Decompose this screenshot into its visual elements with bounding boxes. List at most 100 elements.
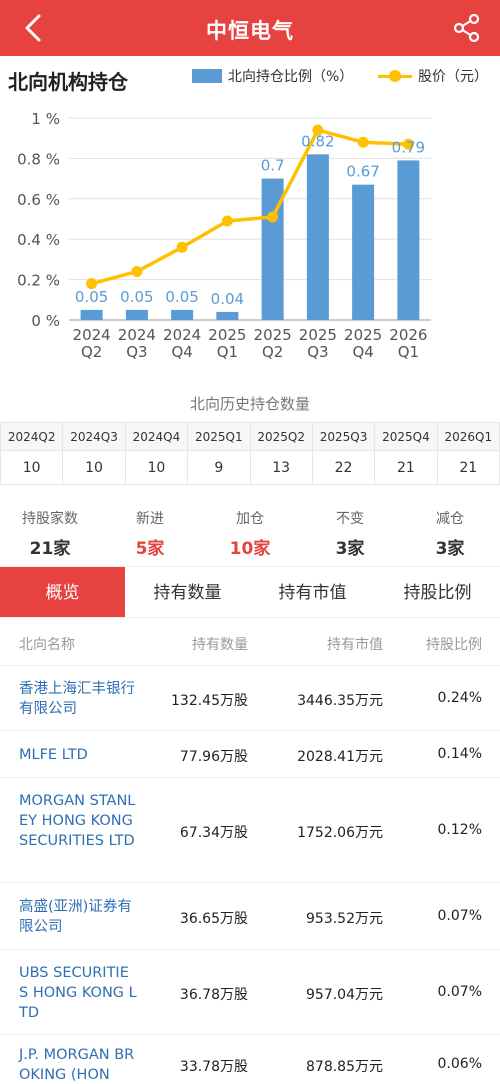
holding-ratio: 0.14% <box>437 745 482 762</box>
x-tick-label: 2024 <box>118 326 156 344</box>
holding-ratio: 0.06% <box>437 1056 482 1072</box>
table-row[interactable]: UBS SECURITIES HONG KONG LTD 36.78万股 957.0… <box>0 950 500 1035</box>
history-count: 21 <box>374 450 438 485</box>
bar <box>216 311 239 320</box>
y-tick-label: 1 % <box>31 110 60 128</box>
history-count: 10 <box>62 450 126 485</box>
stat-value: 21家 <box>29 539 71 559</box>
institution-name-link[interactable]: UBS SECURITIES HONG KONG LTD <box>19 964 137 1021</box>
x-tick-label: 2024 <box>163 326 201 344</box>
bar-data-label: 0.7 <box>261 157 285 175</box>
bar-data-label: 0.05 <box>165 288 198 306</box>
tab-overview[interactable]: 概览 <box>0 567 125 617</box>
bar-data-label: 0.82 <box>301 132 334 150</box>
chevron-left-icon[interactable] <box>18 12 50 44</box>
history-quarter: 2024Q3 <box>62 422 126 451</box>
holding-qty: 77.96万股 <box>179 748 248 765</box>
holding-chart: 0 % 0.2 % 0.4 % 0.6 % 0.8 % 1 % 0.05 0.05 0.05 0.… <box>17 110 431 361</box>
stat-value: 3家 <box>435 539 465 559</box>
holding-qty: 33.78万股 <box>179 1059 248 1075</box>
x-tick-label: Q4 <box>171 343 192 361</box>
y-tick-label: 0 % <box>31 312 60 330</box>
col-header-ratio: 持股比例 <box>426 637 482 653</box>
price-point <box>86 278 98 290</box>
price-point <box>221 215 233 227</box>
legend-line-label: 股价（元） <box>418 69 488 85</box>
stat-label: 加仓 <box>236 511 264 527</box>
bar <box>352 184 375 320</box>
history-quarter: 2024Q4 <box>124 422 189 451</box>
bar-data-label: 0.05 <box>120 288 153 306</box>
institution-name-link[interactable]: 香港上海汇丰银行有限公司 <box>19 680 135 717</box>
price-point <box>312 124 324 136</box>
history-count: 10 <box>0 450 64 485</box>
stat-label: 新进 <box>136 511 164 527</box>
table-row[interactable]: J.P. MORGAN BROKING (HON 33.78万股 878.85万元 0… <box>0 1035 500 1084</box>
table-row[interactable]: 香港上海汇丰银行有限公司 132.45万股 3446.35万元 0.24% <box>0 666 500 731</box>
x-tick-label: Q1 <box>217 343 238 361</box>
price-point <box>131 266 143 278</box>
holding-qty: 36.65万股 <box>179 910 248 927</box>
history-count: 13 <box>249 450 313 485</box>
history-count: 22 <box>311 450 376 485</box>
table-row[interactable]: MORGAN STANLEY HONG KONG SECURITIES LTD 6… <box>0 778 500 883</box>
price-point <box>402 138 414 150</box>
col-header-value: 持有市值 <box>327 637 383 653</box>
y-tick-label: 0.4 % <box>17 231 60 249</box>
bar-data-label: 0.05 <box>75 288 108 306</box>
x-tick-label: Q1 <box>398 343 419 361</box>
holding-value: 1752.06万元 <box>297 824 383 841</box>
holding-stats: 持股家数 21家 新进 5家 加仓 10家 不变 3家 减仓 3家 <box>0 508 500 559</box>
page-title: 中恒电气 <box>206 19 294 43</box>
stat-label: 不变 <box>336 511 364 527</box>
legend-bar-swatch <box>192 69 222 83</box>
col-header-qty: 持有数量 <box>192 637 248 653</box>
legend-line-item: 股价（元） <box>378 66 488 86</box>
y-tick-label: 0.6 % <box>17 191 60 209</box>
history-quarter: 2025Q1 <box>187 422 251 451</box>
tab-holding-value[interactable]: 持有市值 <box>278 583 347 603</box>
institution-name-link[interactable]: J.P. MORGAN BROKING (HON <box>19 1047 135 1083</box>
bar <box>261 178 284 320</box>
x-tick-label: 2025 <box>254 326 292 344</box>
bar <box>171 309 194 320</box>
legend-bar-label: 北向持仓比例（%） <box>228 69 354 85</box>
bar <box>397 160 420 320</box>
table-row[interactable]: 高盛(亚洲)证券有限公司 36.65万股 953.52万元 0.07% <box>0 883 500 950</box>
stat-value: 10家 <box>229 539 271 559</box>
legend-bar-item: 北向持仓比例（%） <box>192 66 353 86</box>
table-row[interactable]: MLFE LTD 77.96万股 2028.41万元 0.14% <box>0 731 500 778</box>
stat-item: 持股家数 21家 <box>0 508 100 559</box>
x-tick-label: Q3 <box>126 343 147 361</box>
holding-ratio: 0.07% <box>437 907 482 924</box>
bar-data-label: 0.79 <box>392 138 425 156</box>
tab-holding-ratio[interactable]: 持股比例 <box>403 583 472 603</box>
institution-name-link[interactable]: MLFE LTD <box>19 746 88 763</box>
x-tick-label: Q2 <box>262 343 283 361</box>
holding-ratio: 0.12% <box>437 821 482 838</box>
history-caption: 北向历史持仓数量 <box>189 395 310 413</box>
holding-value: 2028.41万元 <box>297 748 383 765</box>
bar <box>80 309 103 320</box>
list-header: 北向名称 持有数量 持有市值 持股比例 <box>0 620 500 666</box>
x-tick-label: Q2 <box>81 343 102 361</box>
stat-item: 加仓 10家 <box>200 508 300 559</box>
institution-name-link[interactable]: 高盛(亚洲)证券有限公司 <box>19 898 132 935</box>
history-quarter: 2025Q3 <box>311 422 376 451</box>
holding-value: 878.85万元 <box>306 1059 383 1075</box>
bar <box>125 309 148 320</box>
share-icon[interactable] <box>452 13 482 43</box>
stat-item: 新进 5家 <box>100 508 200 559</box>
history-quarter: 2024Q2 <box>0 422 64 451</box>
holding-value: 957.04万元 <box>306 986 383 1003</box>
history-quarter: 2025Q4 <box>374 422 438 451</box>
tab-holding-qty[interactable]: 持有数量 <box>153 583 222 603</box>
history-quarter: 2025Q2 <box>249 422 313 451</box>
institution-name-link[interactable]: MORGAN STANLEY HONG KONG SECURITIES LTD <box>19 792 136 849</box>
price-point <box>176 241 188 253</box>
history-quarter: 2026Q1 <box>436 422 500 451</box>
price-point <box>267 211 279 223</box>
stat-value: 5家 <box>135 539 165 559</box>
holding-ratio: 0.07% <box>437 983 482 1000</box>
y-tick-label: 0.2 % <box>17 272 60 290</box>
